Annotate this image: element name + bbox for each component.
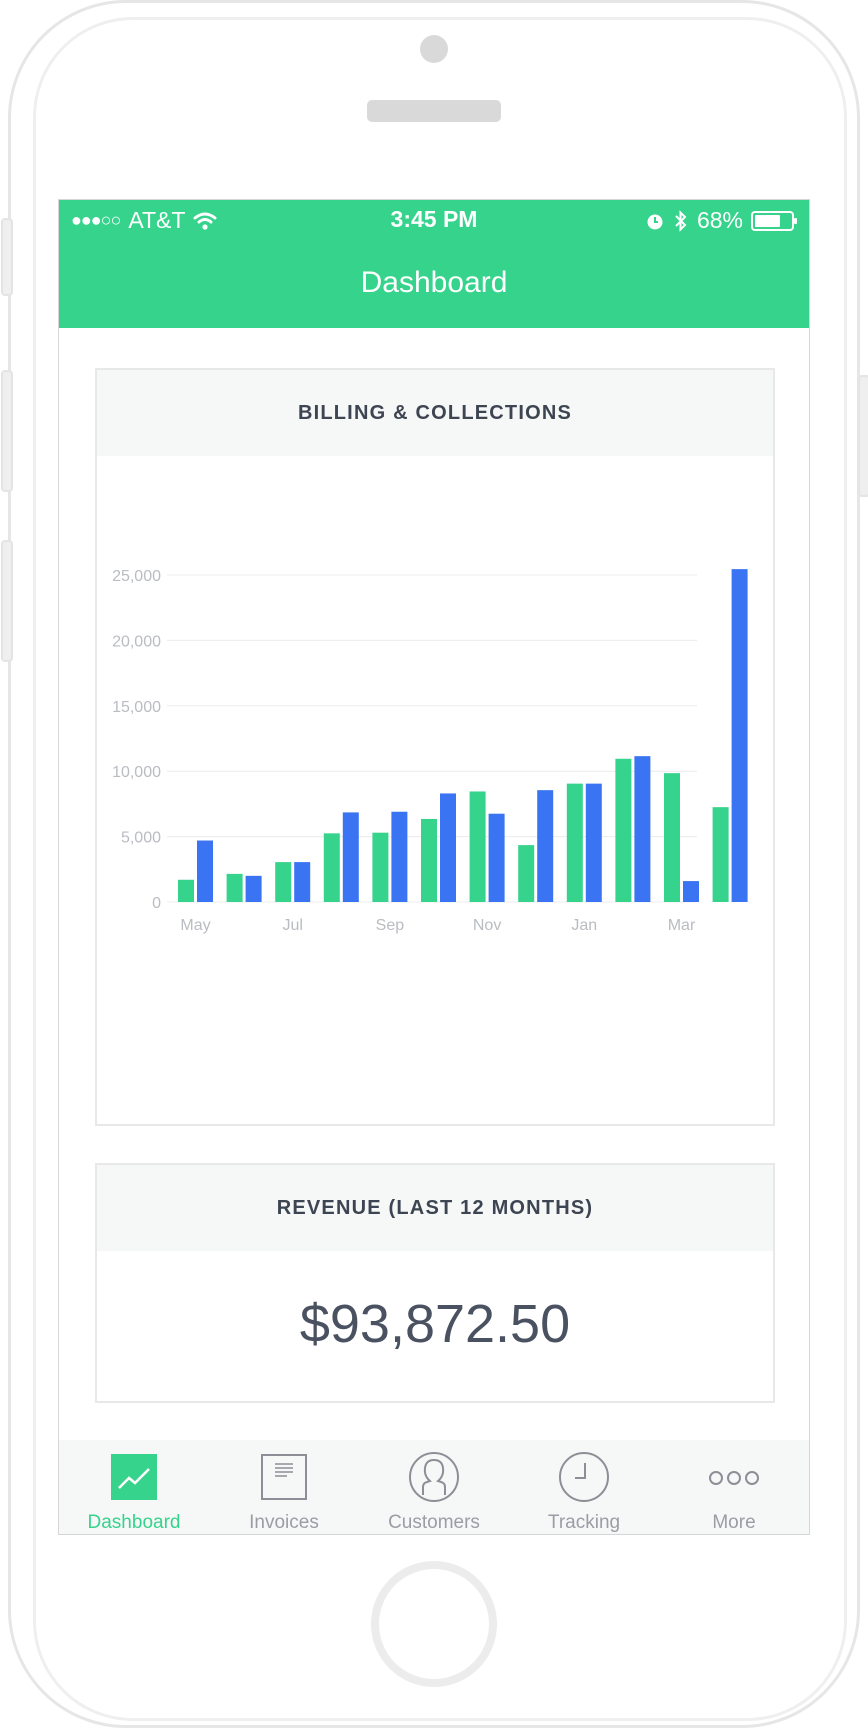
billing-collections-chart: 0 5,000 10,000 15,000 20,000 25,000 May Jul Sep N… [112, 568, 748, 934]
tab-more[interactable]: More [659, 1440, 809, 1534]
tab-label: Invoices [249, 1512, 319, 1533]
chart-bar [488, 813, 505, 902]
tab-bar: Dashboard Invoices Customers Tracking [59, 1440, 809, 1534]
customer-person-icon [409, 1452, 459, 1502]
tab-dashboard[interactable]: Dashboard [59, 1440, 209, 1534]
tab-label: Customers [388, 1512, 480, 1533]
chart-bar [226, 873, 243, 902]
chart-bar [712, 807, 729, 902]
x-tick-label: May [180, 917, 210, 934]
chart-bar [683, 881, 699, 902]
carrier-label: AT&T [128, 207, 186, 233]
volume-down-button [1, 540, 13, 662]
front-camera [420, 35, 448, 63]
clock-icon [559, 1452, 609, 1502]
tab-label: Tracking [547, 1512, 621, 1533]
chart-bar [323, 833, 340, 902]
chart-bar [275, 862, 292, 902]
app-screen: ●●●○○ AT&T 3:45 PM 68% [58, 199, 810, 1535]
power-button [858, 375, 868, 497]
chart-bar [245, 875, 262, 902]
chart-bar [518, 845, 535, 902]
y-tick-label: 15,000 [112, 699, 161, 716]
x-tick-label: Jan [571, 917, 597, 934]
page-title: Dashboard [360, 266, 508, 299]
card-title: BILLING & COLLECTIONS [97, 370, 773, 456]
chart-bar [469, 791, 486, 902]
chart-bar [372, 832, 389, 902]
dashboard-chart-icon [111, 1454, 157, 1500]
chart-bar [421, 818, 437, 902]
tab-invoices[interactable]: Invoices [209, 1440, 359, 1534]
phone-inner-bezel [33, 17, 847, 1721]
x-tick-label: Mar [668, 917, 696, 934]
y-tick-label: 20,000 [112, 633, 161, 650]
status-bar: ●●●○○ AT&T 3:45 PM 68% [59, 200, 809, 240]
chart-bar [197, 840, 213, 902]
chart-bar [178, 879, 194, 902]
x-tick-label: Nov [473, 917, 501, 934]
chart-bar [634, 756, 651, 902]
navigation-bar: Dashboard [59, 240, 809, 328]
battery-percent: 68% [696, 207, 743, 233]
signal-strength-icon: ●●●○○ [71, 210, 121, 230]
chart-bar [391, 811, 408, 902]
chart-bar [342, 812, 359, 902]
y-tick-label: 25,000 [112, 568, 161, 585]
chart-bar [440, 793, 456, 902]
tab-customers[interactable]: Customers [359, 1440, 509, 1534]
chart-bar [585, 783, 602, 902]
volume-up-button [1, 370, 13, 492]
wifi-icon [193, 212, 217, 230]
y-tick-label: 5,000 [121, 830, 161, 847]
chart-bar [294, 862, 311, 902]
tab-tracking[interactable]: Tracking [509, 1440, 659, 1534]
y-tick-label: 0 [152, 895, 161, 912]
billing-collections-card: BILLING & COLLECTIONS 0 5,000 10,000 15,000… [95, 368, 775, 1126]
revenue-card: REVENUE (LAST 12 MONTHS) $93,872.50 [95, 1163, 775, 1403]
invoice-document-icon [261, 1454, 307, 1500]
alarm-icon [647, 214, 663, 229]
chart-bar [664, 773, 680, 902]
tab-label: More [712, 1512, 756, 1533]
revenue-amount: $93,872.50 [299, 1294, 571, 1354]
card-title: REVENUE (LAST 12 MONTHS) [97, 1165, 773, 1251]
more-dots-icon [709, 1471, 759, 1485]
x-tick-label: Sep [376, 917, 405, 934]
status-time: 3:45 PM [390, 206, 478, 232]
bluetooth-icon [675, 209, 687, 232]
battery-icon [751, 210, 797, 231]
y-tick-label: 10,000 [112, 764, 161, 781]
chart-bar [537, 790, 554, 902]
chart-bar [731, 569, 748, 902]
home-button[interactable] [371, 1561, 497, 1687]
x-tick-label: Jul [282, 917, 302, 934]
chart-bar [566, 783, 583, 902]
mute-switch [1, 218, 13, 296]
earpiece-speaker [367, 100, 501, 122]
chart-bar [615, 758, 632, 902]
tab-label: Dashboard [87, 1512, 181, 1533]
